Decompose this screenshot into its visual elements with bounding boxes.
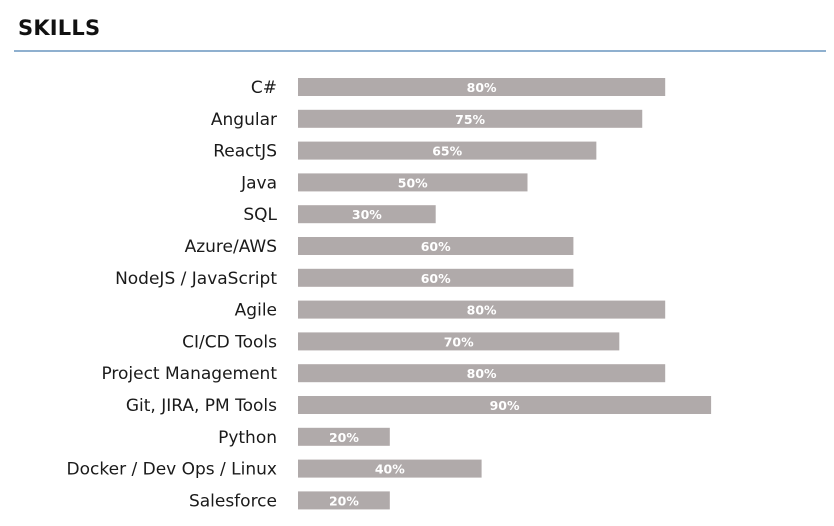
bar-row: Agile 80% (235, 300, 666, 321)
category-label: Git, JIRA, PM Tools (126, 396, 277, 416)
bar-row: Java 50% (240, 173, 528, 193)
bar-value-label: 80% (467, 80, 497, 95)
bar-row: Git, JIRA, PM Tools 90% (126, 396, 712, 416)
bar (298, 459, 482, 478)
bar-value-label: 20% (329, 493, 359, 508)
category-label: SQL (243, 205, 277, 225)
bar-value-label: 30% (352, 207, 382, 222)
category-label: Python (218, 428, 277, 448)
bar-row: CI/CD Tools 70% (182, 332, 620, 352)
bar (298, 396, 712, 414)
bar (298, 173, 528, 192)
bar (298, 78, 666, 96)
bar-row: Azure/AWS 60% (185, 237, 574, 257)
bar-value-label: 70% (444, 334, 474, 349)
category-label: Docker / Dev Ops / Linux (67, 460, 277, 480)
bar (298, 332, 620, 351)
section-divider (14, 50, 826, 52)
category-label: Angular (211, 110, 277, 130)
bar-row: Python 20% (218, 427, 390, 448)
bar-value-label: 60% (421, 271, 451, 286)
bar-row: Project Management 80% (101, 364, 666, 384)
bar-value-label: 75% (455, 112, 485, 127)
bar-value-label: 50% (398, 175, 428, 190)
category-label: NodeJS / JavaScript (115, 269, 277, 289)
category-label: Azure/AWS (185, 237, 277, 257)
section-title: SKILLS (18, 16, 101, 40)
bar (298, 491, 390, 510)
bar (298, 141, 597, 160)
bar (298, 300, 666, 319)
bar (298, 237, 574, 255)
category-label: CI/CD Tools (182, 332, 277, 352)
bar-value-label: 20% (329, 430, 359, 445)
bar-value-label: 80% (467, 366, 497, 381)
bar-row: Docker / Dev Ops / Linux 40% (67, 459, 482, 480)
bar-value-label: 80% (467, 303, 497, 318)
bar-value-label: 40% (375, 462, 405, 477)
bar (298, 427, 390, 446)
bar-row: SQL 30% (243, 205, 436, 225)
bar-row: Salesforce 20% (189, 491, 390, 511)
bar (298, 109, 643, 128)
category-label: Java (240, 173, 277, 193)
bar-value-label: 60% (421, 239, 451, 254)
bar-row: Angular 75% (211, 109, 643, 130)
bar-row: C# 80% (251, 78, 666, 98)
bar-value-label: 90% (490, 398, 520, 413)
bar-row: ReactJS 65% (213, 141, 597, 162)
category-label: Project Management (101, 364, 277, 384)
bar (298, 364, 666, 383)
bar-row: NodeJS / JavaScript 60% (115, 268, 574, 289)
bar-value-label: 65% (432, 144, 462, 159)
category-label: C# (251, 78, 277, 98)
category-label: Agile (235, 301, 277, 321)
category-label: Salesforce (189, 491, 277, 511)
bar (298, 205, 436, 224)
category-label: ReactJS (213, 142, 277, 162)
bar (298, 268, 574, 287)
